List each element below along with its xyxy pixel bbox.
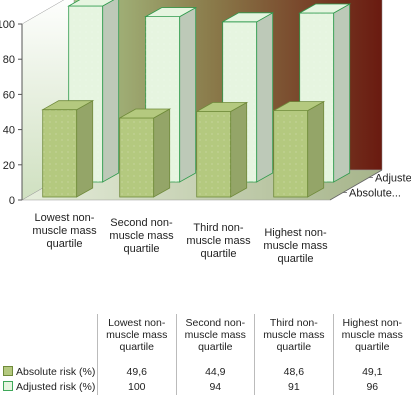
y-tick-label: 40 [3,125,15,137]
data-table-header: Lowest non-muscle mass quartile [97,314,177,365]
data-table-row: Absolute risk (%) 49,6 44,9 48,6 49,1 [0,365,411,380]
y-axis: 0 20 40 60 80 100 [0,19,23,207]
y-tick-label: 80 [3,54,15,66]
series-axis-label: Absolute... [349,188,401,200]
data-table-cell: 49,1 [332,365,411,380]
bar-texture [119,117,154,197]
bar-side [230,101,248,198]
category-label: Highest non-muscle mass quartile [263,227,328,265]
bar-top [298,3,352,14]
bar-texture [42,109,77,197]
bar-top [41,100,95,111]
bar-side [153,108,171,198]
bar-top [272,101,326,111]
data-table-cell: 94 [175,380,255,395]
bar-side [76,100,94,198]
bar-texture [273,110,308,197]
y-tick-label: 100 [0,19,15,31]
bar-top [195,102,249,112]
bar-top [67,0,115,7]
data-table-header: Third non-muscle mass quartile [254,314,334,365]
legend-swatch [3,366,13,376]
bar-side [102,0,120,183]
y-tick-label: 20 [3,160,15,172]
data-table-corner [0,314,98,365]
series-axis: Absolute... Adjusted... [329,169,411,201]
data-table-header: Second non-muscle mass quartile [175,314,255,365]
data-table-row: Adjusted risk (%) 100 94 91 96 [0,380,411,395]
bar [118,108,172,198]
bar-chart-3d: 0 20 40 60 80 100 Lowest non-muscle massquart… [0,0,411,265]
data-table-cell: 91 [254,380,334,395]
data-table: Lowest non-muscle mass quartile Second no… [0,314,411,395]
bar-top [118,108,172,119]
bar [41,100,95,198]
data-table-cell: 44,9 [175,365,255,380]
category-label: Third non-muscle mass quartile [186,222,251,260]
data-table-header: Highest non-muscle mass quartile [332,314,411,365]
bars [41,0,352,198]
category-label: Second non-muscle mass quartile [109,217,174,255]
bar-side [333,3,351,183]
bar-top [221,12,275,23]
bar [272,100,326,198]
bar-side [307,100,325,198]
data-table-cell: 49,6 [97,365,177,380]
category-axis: Lowest non-muscle mass quartile Second non… [32,212,328,265]
series-axis-label: Adjusted... [375,173,411,185]
category-label: Lowest non-muscle mass quartile [32,212,97,250]
legend-swatch [3,381,13,391]
y-tick-label: 0 [9,195,15,207]
data-table-cell: 100 [97,380,177,395]
y-tick-label: 60 [3,89,15,101]
bar-top [144,7,198,18]
legend-entry-absolute: Absolute risk (%) [0,365,98,380]
legend-entry-adjusted: Adjusted risk (%) [0,380,98,395]
bar-side [256,12,274,183]
data-table-cell: 96 [332,380,411,395]
bar [195,101,249,198]
bar-side [179,6,197,183]
bar-texture [196,111,231,197]
series-axis-line [329,169,383,201]
data-table-cell: 48,6 [254,365,334,380]
